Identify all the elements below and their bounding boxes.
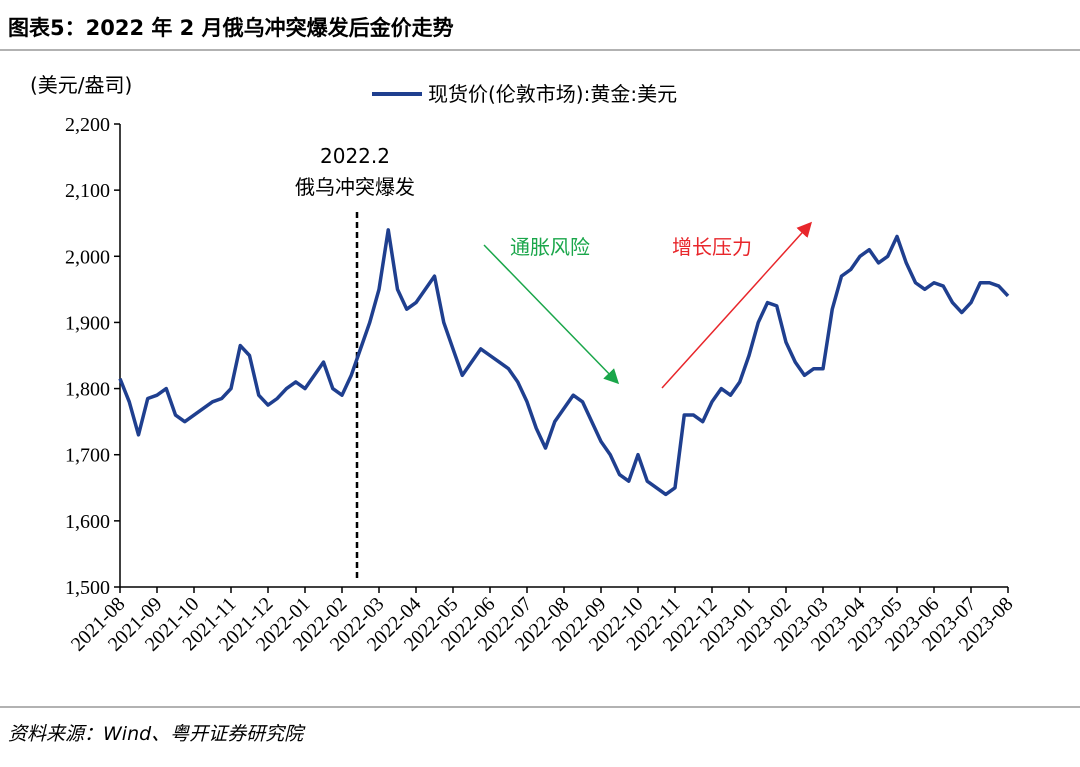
- y-tick-label: 2,200: [65, 114, 110, 136]
- event-date: 2022.2: [320, 144, 390, 168]
- y-tick-label: 1,800: [65, 379, 110, 401]
- y-tick-label: 1,900: [65, 312, 110, 334]
- y-tick-label: 1,500: [65, 577, 110, 599]
- legend-label: 现货价(伦敦市场):黄金:美元: [428, 82, 677, 106]
- up-label: 增长压力: [672, 235, 752, 259]
- down-arrow: [483, 244, 620, 385]
- y-tick-label: 2,000: [65, 246, 110, 268]
- y-tick-label: 1,700: [65, 445, 110, 467]
- price-line: [118, 228, 1010, 497]
- y-tick-label: 1,600: [65, 511, 110, 533]
- y-axis-label: (美元/盎司): [30, 73, 132, 97]
- up-arrow: [661, 221, 813, 389]
- y-tick-label: 2,100: [65, 180, 110, 202]
- down-label: 通胀风险: [510, 235, 590, 259]
- chart-title: 图表5：2022 年 2 月俄乌冲突爆发后金价走势: [8, 16, 454, 40]
- source: 资料来源：Wind、粤开证券研究院: [8, 723, 306, 745]
- event-label: 俄乌冲突爆发: [295, 175, 415, 199]
